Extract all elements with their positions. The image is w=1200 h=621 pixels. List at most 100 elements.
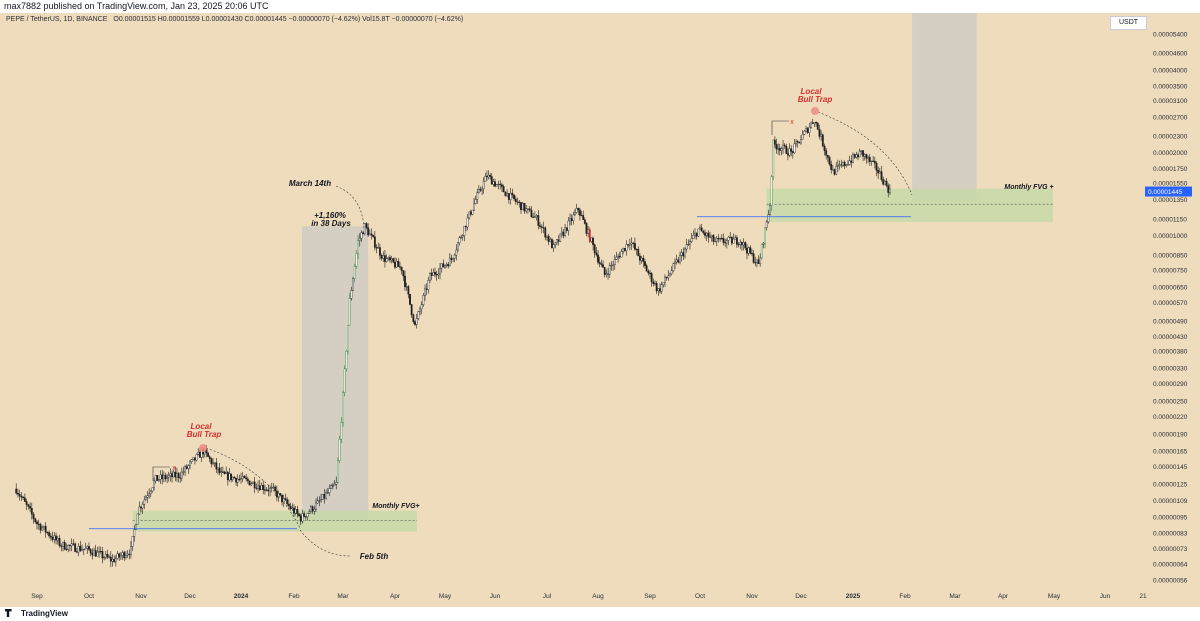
candle-body <box>506 193 509 197</box>
candle-body <box>712 235 715 242</box>
candle-body <box>823 145 826 151</box>
candle-body <box>323 494 326 499</box>
candle-body <box>36 521 38 525</box>
candle-body <box>637 249 640 257</box>
candle-body <box>63 542 66 550</box>
candle-body <box>815 122 817 124</box>
candle-body <box>507 193 510 200</box>
candle-body <box>98 551 100 553</box>
candle-body <box>575 208 578 213</box>
candle-body <box>17 492 19 495</box>
candle-body <box>432 272 435 276</box>
candle-body <box>622 248 625 252</box>
candle-body <box>202 449 205 455</box>
candle-body <box>55 535 57 541</box>
candle-body <box>258 485 261 491</box>
candle-body <box>404 275 406 287</box>
candle-body <box>119 555 122 558</box>
candle-body <box>167 475 170 478</box>
candle-body <box>316 500 319 504</box>
candle-body <box>365 223 368 229</box>
candle-body <box>694 232 696 236</box>
candle-body <box>156 475 159 481</box>
candle-body <box>281 494 283 503</box>
candle-body <box>867 156 869 159</box>
candle-body <box>161 474 164 479</box>
candle-body <box>228 473 231 481</box>
candle-body <box>74 543 77 552</box>
candle-body <box>667 275 670 279</box>
candle-body <box>220 471 223 473</box>
candle-body <box>304 516 307 518</box>
candle-body <box>360 232 363 239</box>
candle-body <box>649 272 651 274</box>
candle-body <box>444 265 446 268</box>
candle-body <box>294 509 297 514</box>
candle-body <box>412 314 415 322</box>
candle-body <box>380 255 383 259</box>
x-tick-label: Jun <box>1100 593 1111 600</box>
candle-body <box>164 475 167 480</box>
candle-body <box>447 264 450 267</box>
currency-label[interactable]: USDT <box>1110 16 1147 30</box>
candle-body <box>399 266 401 268</box>
candle-body <box>125 555 127 558</box>
symbol-title[interactable]: PEPE / TetherUS, 1D, BINANCE <box>6 16 108 23</box>
x-tick-label: Jun <box>490 593 501 600</box>
candle-body <box>800 139 802 144</box>
candle-body <box>146 495 149 498</box>
candle-body <box>729 236 732 238</box>
x-tick-label: Sep <box>31 593 43 600</box>
publish-info: max7882 published on TradingView.com, Ja… <box>4 1 269 11</box>
candle-body <box>579 209 581 216</box>
candle-body <box>260 484 263 491</box>
candle-body <box>286 499 289 505</box>
price-axis-panel[interactable] <box>1143 13 1200 607</box>
candle-body <box>184 466 186 473</box>
candle-body <box>394 262 396 268</box>
candle-body <box>362 232 365 235</box>
candle-body <box>546 235 548 238</box>
candle-body <box>639 255 641 261</box>
brand[interactable]: TradingView <box>5 609 68 618</box>
candle-body <box>715 238 718 242</box>
candle-body <box>466 217 469 228</box>
candle-body <box>151 487 154 492</box>
candle-body <box>276 490 278 498</box>
candle-body <box>564 227 566 236</box>
candle-body <box>106 553 109 558</box>
candle-body <box>705 232 708 236</box>
candle-body <box>353 266 356 279</box>
x-tick-label: Nov <box>746 593 758 600</box>
candle-body <box>665 276 668 279</box>
candle-body <box>131 536 134 547</box>
candle-body <box>267 489 270 492</box>
candle-body <box>551 239 553 249</box>
overlay-layer <box>89 107 913 557</box>
candle-body <box>347 324 349 352</box>
candle-body <box>627 244 630 246</box>
candle-body <box>707 232 710 238</box>
symbol-legend[interactable]: PEPE / TetherUS, 1D, BINANCE O0.00001515… <box>6 16 463 23</box>
curve-arrow-2 <box>817 111 913 196</box>
candle-body <box>734 237 737 240</box>
candle-body <box>756 259 758 263</box>
candle-body <box>664 276 666 283</box>
candle-body <box>660 284 663 292</box>
candle-body <box>528 208 531 211</box>
candle-body <box>818 129 821 137</box>
candle-body <box>218 467 221 473</box>
candle-body <box>291 507 294 510</box>
candle-body <box>672 263 675 272</box>
candle-body <box>458 237 461 244</box>
candle-body <box>450 257 453 260</box>
candle-body <box>149 490 152 494</box>
tradingview-logo-icon <box>5 609 12 617</box>
candle-body <box>203 449 206 455</box>
candle-body <box>533 216 536 218</box>
candle-body <box>252 481 254 484</box>
candle-body <box>430 272 433 276</box>
candle-body <box>130 546 132 555</box>
candle-body <box>741 241 743 246</box>
